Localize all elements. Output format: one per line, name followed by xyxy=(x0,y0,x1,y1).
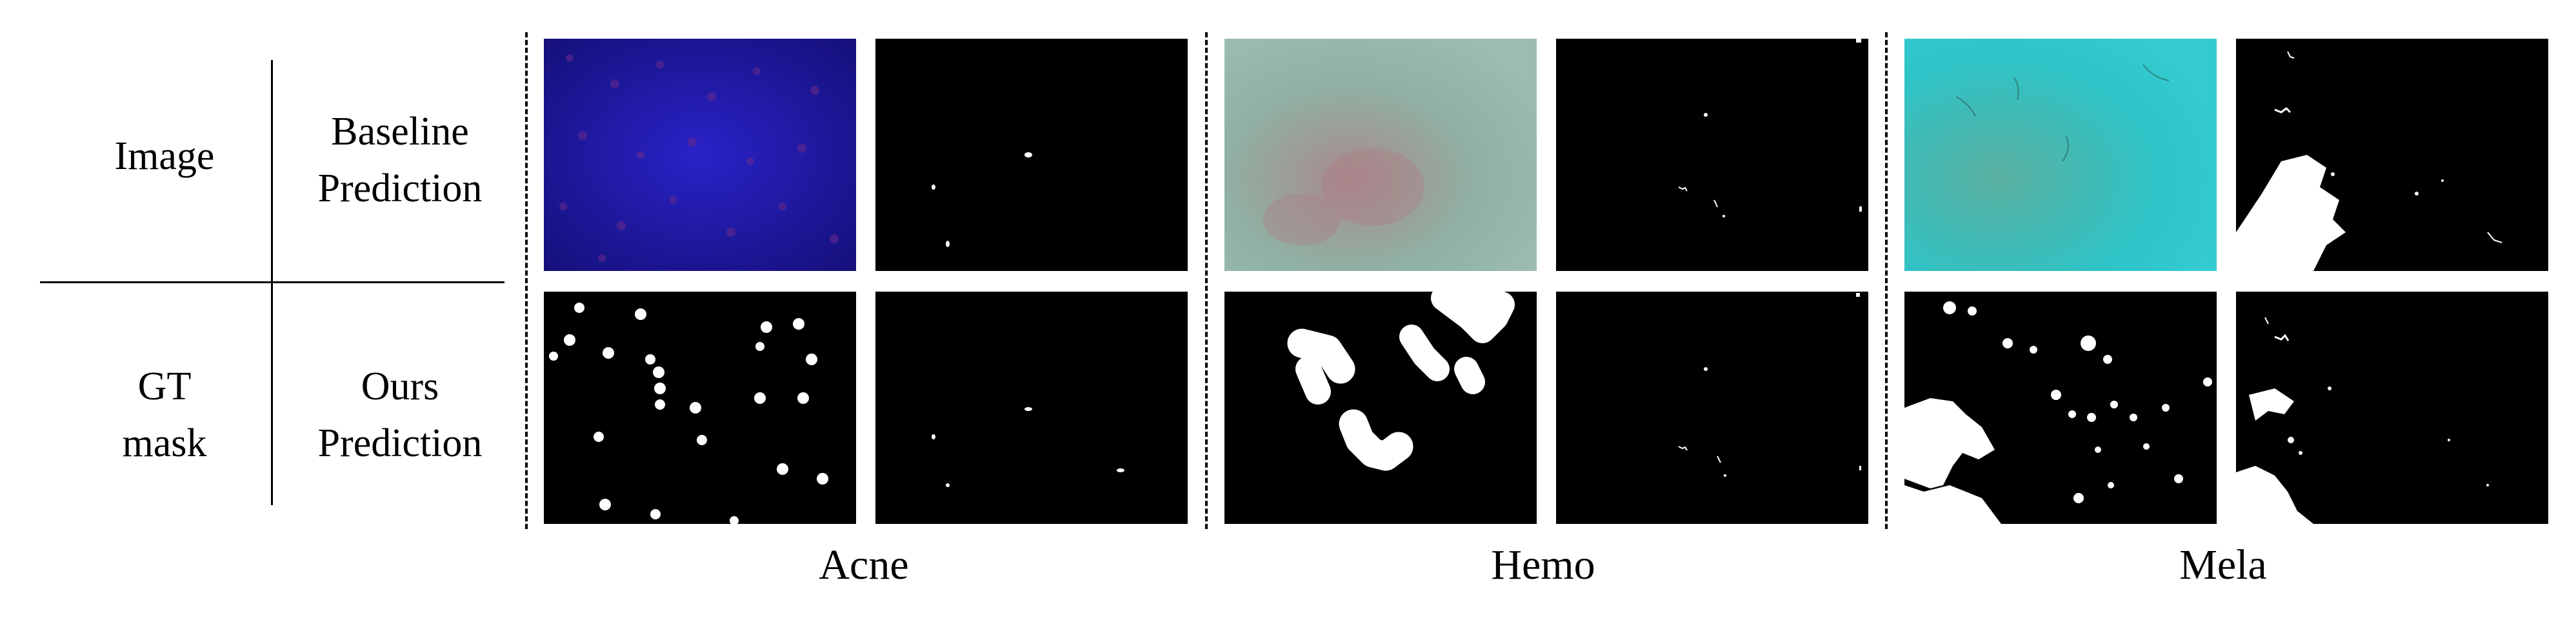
mela-skin-texture xyxy=(1904,39,2217,271)
acne-gt-mask xyxy=(544,292,856,524)
hemo-ours-prediction xyxy=(1556,292,1868,524)
acne-skin-texture xyxy=(544,39,856,271)
group-caption-mela: Mela xyxy=(2179,541,2267,588)
acne-image xyxy=(544,39,856,271)
hemo-gt-mask xyxy=(1224,292,1537,524)
separator-dashed xyxy=(1885,32,1888,529)
separator-dashed xyxy=(525,32,528,529)
acne-ours-prediction xyxy=(875,292,1188,524)
group-caption-hemo: Hemo xyxy=(1491,541,1595,588)
mela-baseline-prediction xyxy=(2236,39,2548,271)
hemo-skin-texture xyxy=(1224,39,1537,271)
separator-dashed xyxy=(1205,32,1208,529)
hemo-baseline-prediction xyxy=(1556,39,1868,271)
group-caption-acne: Acne xyxy=(819,541,909,588)
legend-ours-label: Ours Prediction xyxy=(317,365,483,465)
mela-ours-prediction xyxy=(2236,292,2548,524)
mela-gt-mask xyxy=(1904,292,2217,524)
mela-image xyxy=(1904,39,2217,271)
legend-gt-label: GT mask xyxy=(122,365,207,465)
acne-baseline-prediction xyxy=(875,39,1188,271)
hemo-image xyxy=(1224,39,1537,271)
legend-baseline-label: Baseline Prediction xyxy=(317,110,483,210)
legend-horizontal-divider xyxy=(40,281,504,283)
legend-image-label: Image xyxy=(114,134,215,178)
